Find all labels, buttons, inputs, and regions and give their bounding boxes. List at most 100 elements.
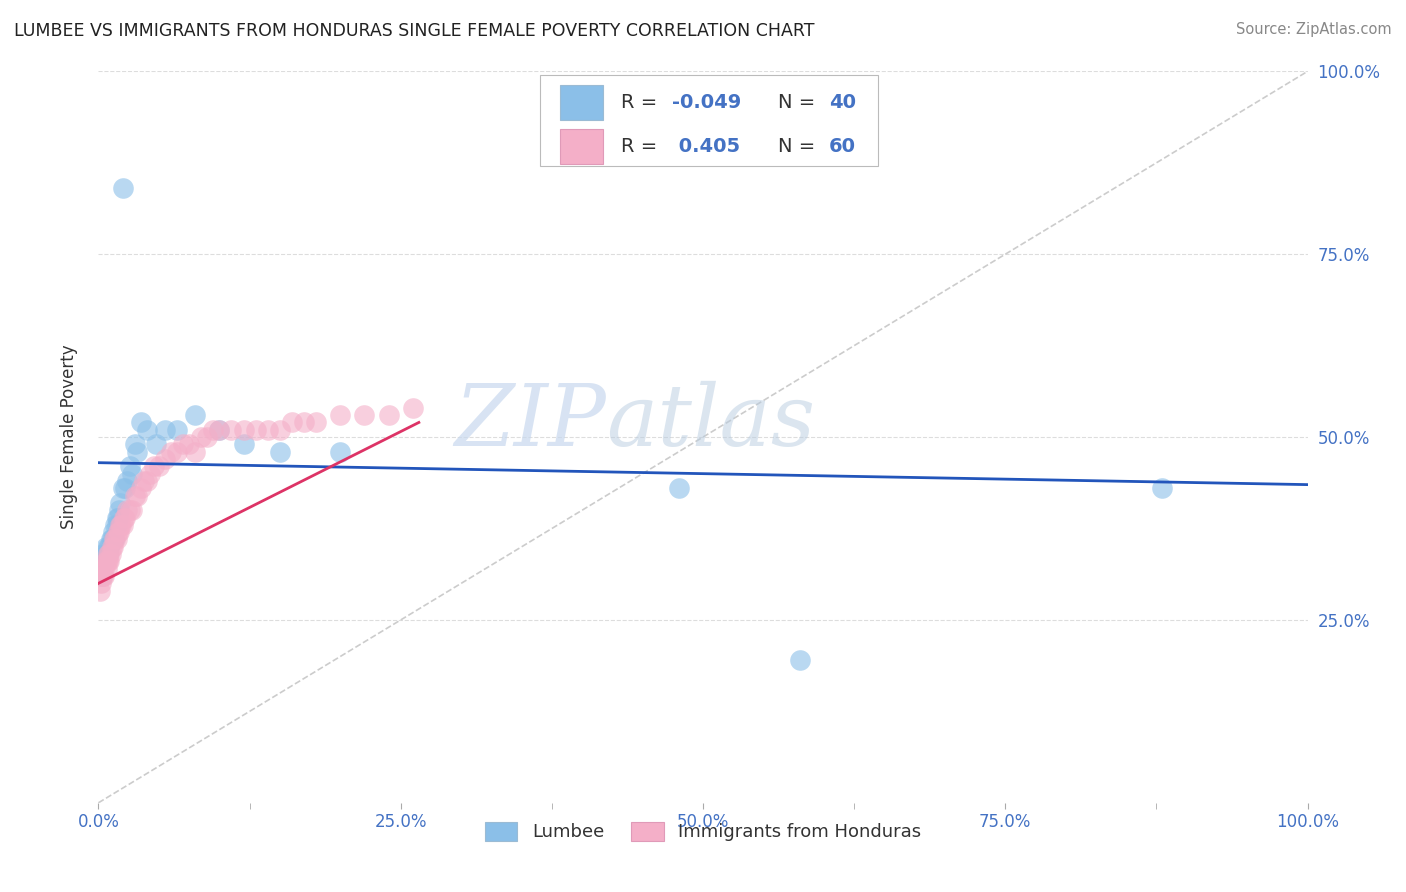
Point xyxy=(114,481,136,495)
Point xyxy=(121,467,143,481)
Point xyxy=(668,481,690,495)
Point xyxy=(96,554,118,568)
Point xyxy=(124,489,146,503)
Point xyxy=(195,430,218,444)
Point xyxy=(135,423,157,437)
Point xyxy=(184,444,207,458)
Point xyxy=(129,481,152,495)
Point xyxy=(104,517,127,532)
Point xyxy=(97,554,120,568)
FancyBboxPatch shape xyxy=(540,75,879,167)
Text: N =: N = xyxy=(778,94,821,112)
Point xyxy=(139,467,162,481)
Text: -0.049: -0.049 xyxy=(672,94,741,112)
Text: atlas: atlas xyxy=(606,381,815,464)
Text: ZIP: ZIP xyxy=(454,381,606,464)
Point xyxy=(91,569,114,583)
Point xyxy=(100,533,122,547)
FancyBboxPatch shape xyxy=(561,86,603,120)
Point xyxy=(232,437,254,451)
Point xyxy=(100,540,122,554)
Point xyxy=(117,474,139,488)
Y-axis label: Single Female Poverty: Single Female Poverty xyxy=(59,345,77,529)
Point xyxy=(108,525,131,540)
Point xyxy=(97,547,120,561)
Text: 0.405: 0.405 xyxy=(672,137,740,156)
Point xyxy=(108,517,131,532)
Point xyxy=(101,540,124,554)
Point xyxy=(111,481,134,495)
Point xyxy=(111,517,134,532)
Point xyxy=(118,459,141,474)
Point xyxy=(96,562,118,576)
Point xyxy=(97,547,120,561)
Point xyxy=(124,437,146,451)
Text: 60: 60 xyxy=(828,137,856,156)
Point xyxy=(134,474,156,488)
Point xyxy=(94,547,117,561)
Point xyxy=(97,540,120,554)
Point xyxy=(103,533,125,547)
Point xyxy=(329,408,352,422)
Point xyxy=(90,576,112,591)
Point xyxy=(117,503,139,517)
Point xyxy=(94,554,117,568)
Point xyxy=(256,423,278,437)
Point xyxy=(127,444,149,458)
Point xyxy=(329,444,352,458)
Point xyxy=(103,533,125,547)
Point xyxy=(1152,481,1174,495)
Text: 40: 40 xyxy=(828,94,856,112)
Point xyxy=(292,416,315,430)
Point xyxy=(107,525,129,540)
Point xyxy=(112,510,135,524)
Text: R =: R = xyxy=(621,137,664,156)
Point xyxy=(121,503,143,517)
Point xyxy=(93,554,115,568)
Text: Source: ZipAtlas.com: Source: ZipAtlas.com xyxy=(1236,22,1392,37)
Point xyxy=(94,540,117,554)
Text: LUMBEE VS IMMIGRANTS FROM HONDURAS SINGLE FEMALE POVERTY CORRELATION CHART: LUMBEE VS IMMIGRANTS FROM HONDURAS SINGL… xyxy=(14,22,814,40)
Point xyxy=(104,533,127,547)
Point xyxy=(166,444,188,458)
Point xyxy=(353,408,375,422)
Point xyxy=(105,533,128,547)
Point xyxy=(93,562,115,576)
Point xyxy=(107,510,129,524)
Legend: Lumbee, Immigrants from Honduras: Lumbee, Immigrants from Honduras xyxy=(478,814,928,848)
Point xyxy=(91,569,114,583)
Point xyxy=(153,423,176,437)
Point xyxy=(105,517,128,532)
Point xyxy=(148,459,170,474)
Point xyxy=(135,474,157,488)
Point xyxy=(269,444,291,458)
Point xyxy=(377,408,399,422)
Point xyxy=(91,562,114,576)
Point xyxy=(208,423,231,437)
Point xyxy=(108,496,131,510)
Point xyxy=(98,554,121,568)
FancyBboxPatch shape xyxy=(561,129,603,164)
Point xyxy=(98,540,121,554)
Point xyxy=(101,525,124,540)
Point xyxy=(105,510,128,524)
Point xyxy=(153,452,176,467)
Point xyxy=(221,423,243,437)
Point xyxy=(108,503,131,517)
Point xyxy=(129,416,152,430)
Point xyxy=(100,533,122,547)
Point xyxy=(208,423,231,437)
Point xyxy=(160,444,183,458)
Point xyxy=(245,423,267,437)
Point xyxy=(96,547,118,561)
Point xyxy=(89,583,111,598)
Point xyxy=(179,437,201,451)
Point xyxy=(202,423,225,437)
Point xyxy=(190,430,212,444)
Point xyxy=(232,423,254,437)
Point xyxy=(98,547,121,561)
Point xyxy=(184,408,207,422)
Point xyxy=(166,423,188,437)
Point xyxy=(402,401,425,415)
Point xyxy=(111,181,134,195)
